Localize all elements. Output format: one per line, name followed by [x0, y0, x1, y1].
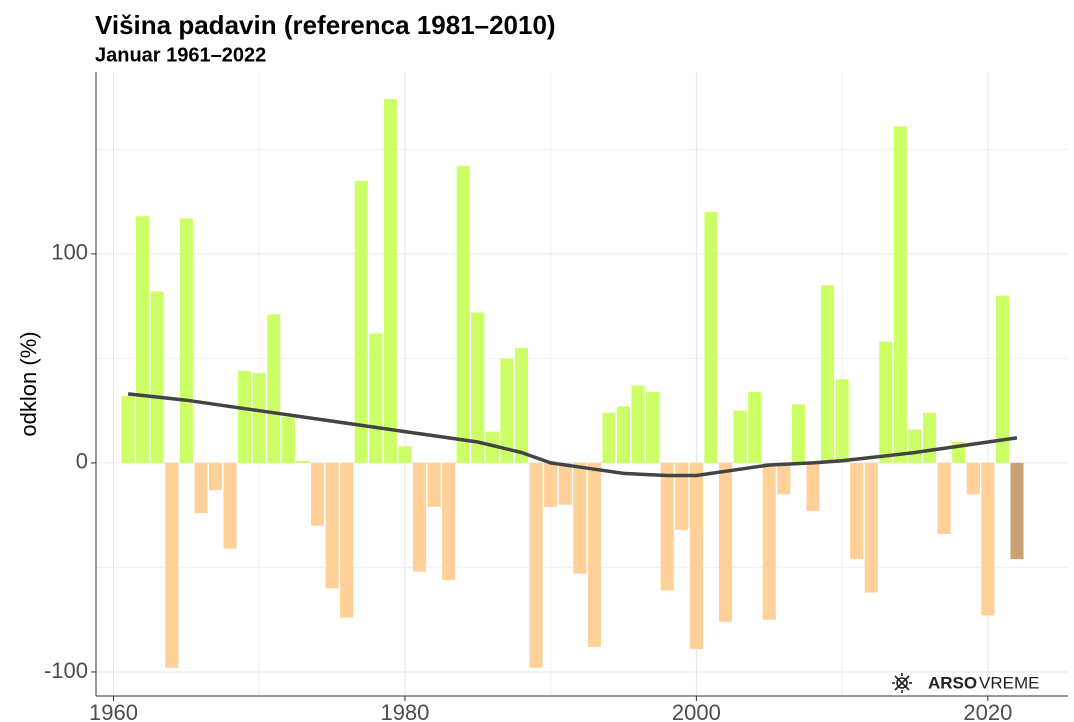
- bar: [573, 462, 587, 574]
- bar: [850, 462, 864, 560]
- bar: [675, 462, 689, 530]
- bar: [908, 429, 922, 463]
- bar: [544, 462, 558, 507]
- y-tick-label: -100: [44, 658, 88, 683]
- chart-subtitle: Januar 1961–2022: [95, 44, 266, 66]
- bar: [398, 446, 412, 463]
- bar: [296, 460, 310, 463]
- bar: [966, 462, 980, 495]
- bar: [500, 358, 514, 463]
- chart-title: Višina padavin (referenca 1981–2010): [95, 10, 556, 40]
- bar: [267, 314, 281, 463]
- y-axis-label: odklon (%): [16, 331, 41, 436]
- bar: [281, 416, 295, 463]
- bar: [602, 412, 616, 463]
- bar: [806, 462, 820, 511]
- bar: [412, 462, 427, 572]
- bar: [252, 373, 266, 463]
- logo-icon: [892, 673, 912, 693]
- x-tick-label: 1960: [89, 700, 138, 722]
- x-tick-label: 2000: [672, 700, 721, 722]
- bar: [136, 216, 150, 463]
- bar: [427, 462, 441, 507]
- y-tick-label: 100: [51, 240, 88, 265]
- bar: [587, 462, 601, 647]
- bar: [660, 462, 674, 591]
- bar: [165, 462, 179, 668]
- bar: [1010, 462, 1024, 560]
- bar: [646, 391, 660, 463]
- bar: [923, 412, 937, 463]
- bar: [718, 462, 733, 622]
- bar: [223, 462, 237, 549]
- bar: [733, 410, 747, 463]
- bar: [514, 347, 529, 463]
- logo-text: VREME: [979, 673, 1039, 692]
- bar: [194, 462, 208, 514]
- plot-area: -100 0 100 1960 1980 2000 2020: [44, 72, 1068, 722]
- bar: [791, 404, 805, 463]
- bar: [748, 391, 762, 463]
- bar: [995, 295, 1009, 463]
- logo-bold: ARSO: [928, 673, 977, 692]
- x-tick-label: 1980: [380, 700, 429, 722]
- bar: [616, 406, 631, 463]
- bar: [893, 126, 907, 463]
- bar: [879, 341, 893, 463]
- bar: [704, 212, 718, 463]
- bar: [529, 462, 543, 668]
- bar: [631, 385, 645, 463]
- bar: [981, 462, 995, 616]
- bar: [820, 285, 835, 463]
- bar: [310, 462, 325, 526]
- bar: [864, 462, 878, 593]
- bar: [383, 99, 397, 463]
- x-tick-label: 2020: [963, 700, 1012, 722]
- y-tick-label: 0: [76, 449, 88, 474]
- bar: [937, 462, 951, 534]
- bar: [179, 218, 193, 463]
- bar: [238, 370, 252, 463]
- bar: [369, 333, 383, 463]
- bar: [354, 180, 368, 463]
- bar: [121, 396, 135, 463]
- bar: [558, 462, 572, 505]
- bar: [150, 291, 164, 463]
- bar: [777, 462, 791, 495]
- bar: [689, 462, 703, 649]
- bar: [835, 379, 849, 463]
- bar: [340, 462, 354, 618]
- bar: [762, 462, 776, 620]
- bar: [456, 166, 470, 463]
- bar: [471, 312, 485, 463]
- bar: [442, 462, 456, 580]
- trend-line: [127, 392, 1018, 478]
- bar: [208, 462, 223, 491]
- bar: [325, 462, 339, 589]
